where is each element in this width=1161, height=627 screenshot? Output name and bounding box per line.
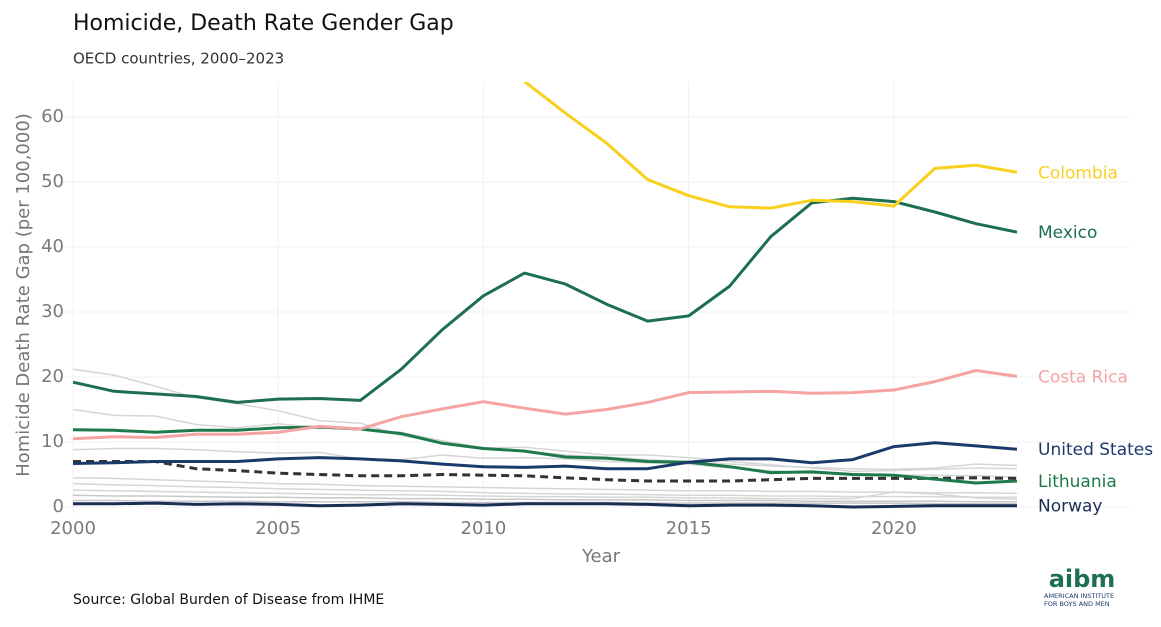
background-line: [72, 494, 1017, 503]
series-label: Lithuania: [1038, 472, 1117, 492]
series-label: Colombia: [1038, 163, 1118, 183]
x-tick-label: 2005: [255, 518, 301, 539]
y-tick-label: 50: [41, 171, 64, 192]
series-line: [72, 425, 1018, 485]
series-label: Norway: [1038, 497, 1103, 517]
background-line: [72, 477, 1018, 495]
x-tick-label: 2015: [666, 518, 712, 539]
average-line: [73, 460, 1018, 483]
background-line: [72, 482, 1017, 499]
y-tick-label: 40: [41, 236, 64, 257]
chart-title: Homicide, Death Rate Gender Gap: [73, 11, 454, 36]
series-line: [523, 82, 1018, 210]
series-label: United States: [1038, 440, 1153, 460]
y-tick-label: 60: [41, 106, 64, 127]
y-tick-label: 20: [41, 366, 64, 387]
series-line: [73, 501, 1017, 509]
background-line: [72, 408, 1018, 473]
series-line: [72, 369, 1018, 441]
y-tick-label: 30: [41, 301, 64, 322]
x-axis-title: Year: [581, 546, 621, 567]
plot-lines: [72, 82, 1018, 509]
grid: [63, 82, 1130, 514]
series-label: Costa Rica: [1038, 367, 1128, 387]
series-line: [72, 441, 1018, 471]
source-note: Source: Global Burden of Disease from IH…: [73, 592, 384, 608]
y-axis-title: Homicide Death Rate Gap (per 100,000): [13, 113, 34, 477]
series-label: Mexico: [1038, 223, 1097, 243]
logo-name: aibm: [1049, 565, 1116, 593]
y-tick-label: 10: [41, 431, 64, 452]
chart-subtitle: OECD countries, 2000–2023: [73, 50, 284, 68]
logo-tagline: AMERICAN INSTITUTE: [1044, 592, 1114, 600]
series-line: [72, 196, 1018, 404]
x-tick-label: 2010: [461, 518, 507, 539]
y-tick-label: 0: [53, 496, 64, 517]
background-line: [72, 489, 1018, 500]
x-tick-label: 2020: [871, 518, 917, 539]
x-tick-label: 2000: [50, 518, 96, 539]
logo-tagline: FOR BOYS AND MEN: [1044, 600, 1110, 608]
